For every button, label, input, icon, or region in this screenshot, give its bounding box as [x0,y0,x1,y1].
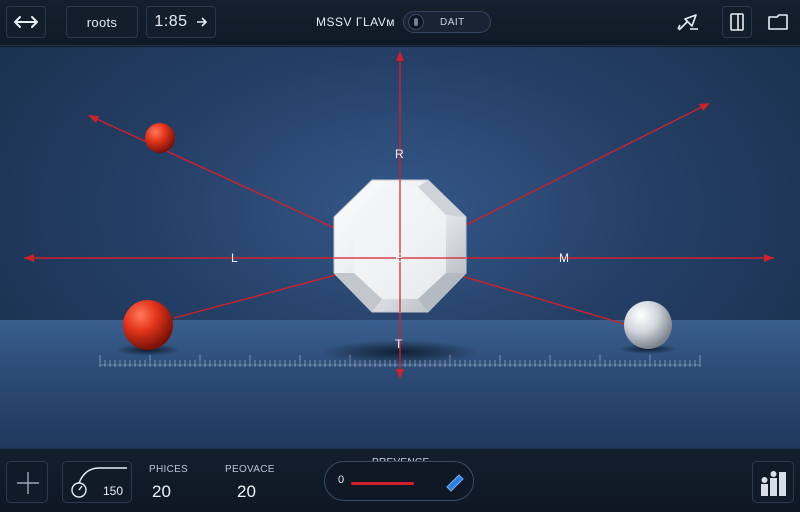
slider-handle-icon[interactable] [443,469,467,493]
add-button[interactable] [6,461,48,503]
prices-value: 20 [152,482,171,501]
arrowhead-bottom [396,369,404,379]
arrowheads [24,51,774,379]
axis-label-right: M [559,251,569,265]
bottom-toolbar: 150 PΗICES 20 PEOVACE 20 PREVENCE 0 [0,448,800,512]
arrow-right-icon [196,17,207,27]
arrowhead-top [396,51,404,61]
plus-icon [17,472,39,494]
folder-button[interactable] [762,6,796,38]
resize-button[interactable] [6,6,46,38]
mode-toggle[interactable]: DAIT [403,11,491,33]
arrowhead-right [764,254,774,262]
axis-label-center: E [395,251,404,265]
province-value: 20 [237,482,256,501]
axis-label-top: R [395,147,404,161]
simulation-viewport[interactable]: R L E M T [0,47,800,448]
axis-label-bottom: T [395,337,403,351]
red-ball-large[interactable] [123,300,173,350]
arrowhead-left [24,254,34,262]
gauge-value: 150 [103,484,124,498]
axis-label-left: L [231,251,238,265]
time-display-button[interactable]: 1:85 [146,6,216,38]
panel-button[interactable] [722,6,752,38]
forward-pen-icon [677,14,698,31]
mode-selector-label: roots [86,14,118,30]
stats-button[interactable] [752,461,794,503]
preview-min-value: 0 [338,474,345,486]
preview-progress-bar [351,482,414,485]
page-title: MSSV ΓLAVᴍ [316,15,395,29]
bar-chart-icon [761,471,786,496]
arrowhead-upper-right [699,103,710,111]
province-label: PEOVACE [225,464,275,475]
time-value: 1:85 [154,13,188,30]
folder-icon [768,14,788,30]
title-group: MSSV ΓLAVᴍ DAIT [316,9,491,35]
gauge-icon [71,467,127,498]
mode-selector-button[interactable]: roots [66,6,138,38]
top-toolbar: roots 1:85 MSSV ΓLAVᴍ DAIT [0,0,800,46]
ruler-ticks [99,355,701,367]
draw-tool-button[interactable] [672,6,706,38]
toggle-label: DAIT [440,16,465,28]
double-arrow-icon [14,16,38,28]
scene-graphics [24,51,774,379]
arrowhead-upper-left [88,115,99,123]
grey-ball[interactable] [624,301,672,349]
gauge-panel[interactable]: 150 [62,461,132,503]
red-ball-small[interactable] [145,123,175,153]
toggle-knob [408,14,424,30]
preview-slider[interactable]: 0 [324,461,474,501]
panel-icon [730,13,744,31]
prices-label: PΗICES [149,464,189,475]
